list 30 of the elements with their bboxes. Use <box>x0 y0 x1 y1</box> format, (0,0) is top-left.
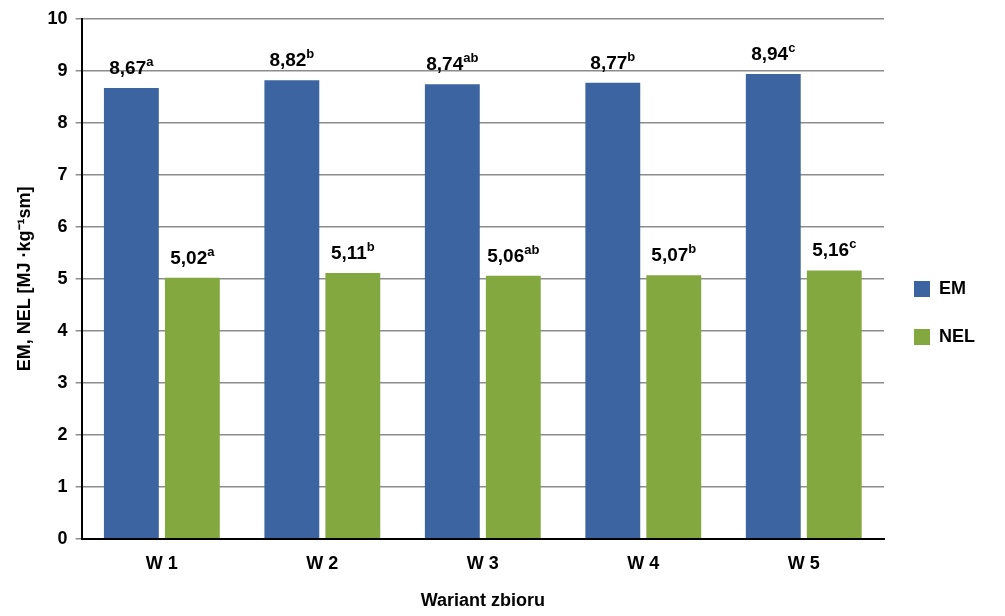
x-tick-label: W 3 <box>466 552 499 573</box>
bar <box>325 273 381 539</box>
y-tick-label: 3 <box>57 371 68 392</box>
y-tick-label: 1 <box>57 475 68 496</box>
y-tick-label: 6 <box>57 215 68 236</box>
y-tick-label: 9 <box>57 59 68 80</box>
x-axis-title: Wariant zbioru <box>420 590 545 611</box>
legend-label: NEL <box>939 325 975 346</box>
y-tick-label: 5 <box>57 267 68 288</box>
y-tick-label: 0 <box>57 527 68 548</box>
legend-label: EM <box>939 277 966 298</box>
bar <box>164 277 220 539</box>
y-axis-title: EM, NEL [MJ ·kg⁻¹sm] <box>13 186 34 372</box>
x-tick-label: W 2 <box>306 552 339 573</box>
y-tick-label: 7 <box>57 163 68 184</box>
bar <box>806 270 862 539</box>
x-tick-label: W 5 <box>787 552 820 573</box>
x-tick-label: W 4 <box>627 552 660 573</box>
bar <box>485 275 541 539</box>
bar <box>424 84 480 539</box>
bar <box>103 87 159 539</box>
bar <box>745 73 801 539</box>
y-tick-label: 10 <box>47 7 68 28</box>
bar <box>585 82 641 539</box>
x-tick-label: W 1 <box>145 552 178 573</box>
y-tick-label: 4 <box>57 319 68 340</box>
y-tick-label: 2 <box>57 423 68 444</box>
bar <box>646 275 702 539</box>
y-tick-label: 8 <box>57 111 68 132</box>
bar <box>264 80 320 539</box>
